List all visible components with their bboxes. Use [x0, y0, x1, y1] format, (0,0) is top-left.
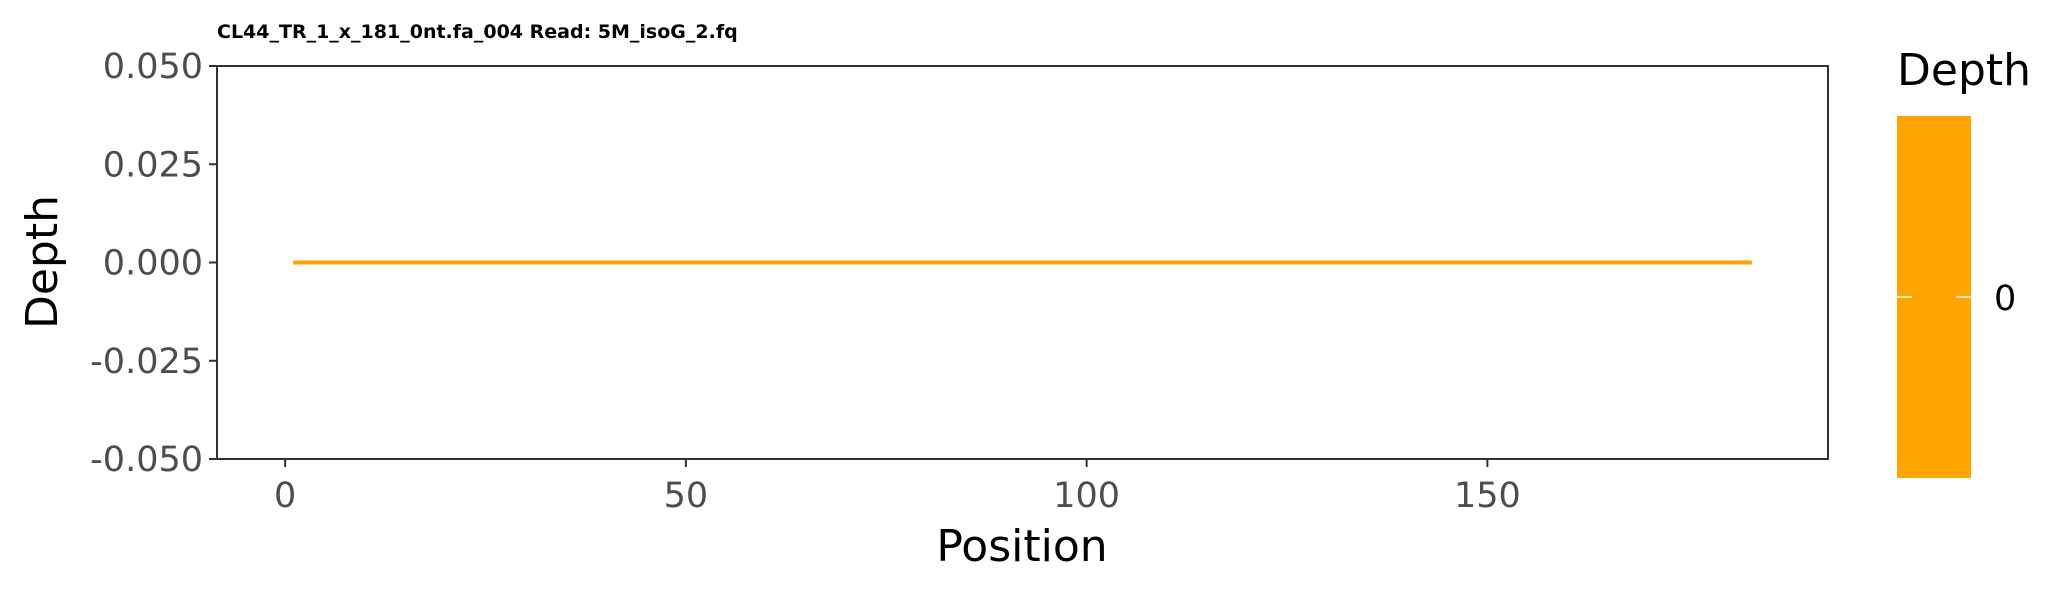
y-axis: -0.050 -0.025 0.000 0.025 0.050 — [90, 47, 217, 480]
x-tick-label: 150 — [1454, 476, 1521, 516]
y-axis-title: Depth — [17, 195, 68, 329]
y-tick-label: -0.050 — [90, 440, 203, 480]
y-tick-label: 0.050 — [103, 47, 203, 87]
legend-label: 0 — [1994, 279, 2016, 319]
y-tick-label: 0.025 — [103, 145, 203, 185]
x-tick-label: 100 — [1053, 476, 1120, 516]
x-axis-title: Position — [936, 521, 1107, 572]
x-tick-label: 0 — [274, 476, 296, 516]
x-axis: 0 50 100 150 — [274, 459, 1521, 516]
x-tick-label: 50 — [664, 476, 709, 516]
legend-title: Depth — [1897, 45, 2031, 96]
chart-title: CL44_TR_1_x_181_0nt.fa_004 Read: 5M_isoG… — [217, 21, 738, 43]
y-tick-label: -0.025 — [90, 342, 203, 382]
legend: Depth 0 — [1897, 45, 2031, 478]
y-tick-label: 0.000 — [103, 244, 203, 284]
